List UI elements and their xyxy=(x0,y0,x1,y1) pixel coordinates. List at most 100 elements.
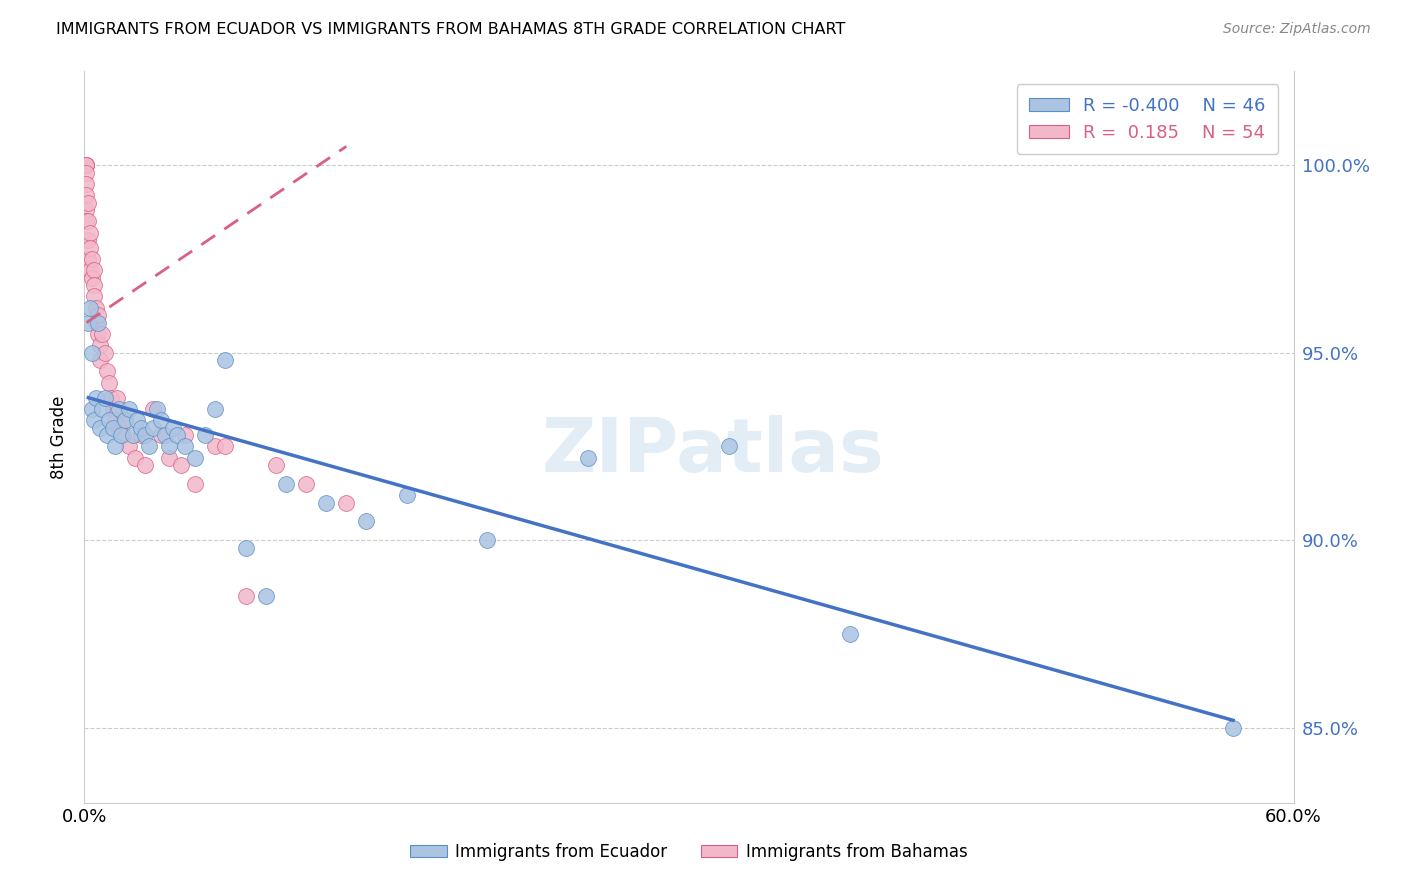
Point xyxy=(77,214,100,228)
Text: Source: ZipAtlas.com: Source: ZipAtlas.com xyxy=(1223,22,1371,37)
Point xyxy=(75,158,97,172)
Point xyxy=(107,420,129,434)
Point xyxy=(101,401,124,416)
Point xyxy=(79,263,101,277)
Point xyxy=(86,391,108,405)
Point xyxy=(124,450,146,465)
Point xyxy=(149,428,172,442)
Point xyxy=(125,413,148,427)
Point xyxy=(839,627,862,641)
Point xyxy=(157,450,180,465)
Point xyxy=(395,488,418,502)
Point xyxy=(97,413,120,427)
Point xyxy=(75,158,97,172)
Point xyxy=(129,428,152,442)
Point xyxy=(82,345,104,359)
Point xyxy=(477,533,499,548)
Point xyxy=(75,158,97,172)
Point xyxy=(214,353,236,368)
Point xyxy=(75,166,97,180)
Point xyxy=(75,203,97,218)
Point xyxy=(82,252,104,266)
Point xyxy=(96,364,118,378)
Point xyxy=(91,401,114,416)
Point xyxy=(142,401,165,416)
Point xyxy=(91,326,114,341)
Point xyxy=(153,428,176,442)
Point xyxy=(174,440,197,454)
Point xyxy=(254,590,277,604)
Point xyxy=(86,301,108,315)
Point xyxy=(204,401,226,416)
Point xyxy=(105,391,128,405)
Point xyxy=(79,226,101,240)
Text: IMMIGRANTS FROM ECUADOR VS IMMIGRANTS FROM BAHAMAS 8TH GRADE CORRELATION CHART: IMMIGRANTS FROM ECUADOR VS IMMIGRANTS FR… xyxy=(56,22,845,37)
Point xyxy=(83,413,105,427)
Point xyxy=(77,233,100,247)
Point xyxy=(235,590,257,604)
Point xyxy=(100,391,122,405)
Point xyxy=(166,428,188,442)
Point xyxy=(121,428,143,442)
Point xyxy=(114,413,136,427)
Point xyxy=(718,440,741,454)
Point xyxy=(235,541,257,555)
Point xyxy=(170,458,193,473)
Point xyxy=(87,326,110,341)
Point xyxy=(157,440,180,454)
Point xyxy=(315,496,337,510)
Point xyxy=(118,401,141,416)
Point xyxy=(87,316,110,330)
Y-axis label: 8th Grade: 8th Grade xyxy=(51,395,69,479)
Point xyxy=(77,316,100,330)
Point xyxy=(576,450,599,465)
Point xyxy=(89,353,111,368)
Point xyxy=(1222,721,1244,735)
Point xyxy=(138,440,160,454)
Point xyxy=(264,458,287,473)
Point xyxy=(82,270,104,285)
Point xyxy=(75,158,97,172)
Point xyxy=(335,496,357,510)
Point xyxy=(129,420,152,434)
Point xyxy=(75,214,97,228)
Point xyxy=(83,278,105,293)
Point xyxy=(83,289,105,303)
Point xyxy=(89,420,111,434)
Text: ZIPatlas: ZIPatlas xyxy=(541,415,884,488)
Point xyxy=(149,413,172,427)
Point xyxy=(194,428,217,442)
Point xyxy=(87,308,110,322)
Point xyxy=(93,345,115,359)
Point xyxy=(111,428,134,442)
Point xyxy=(110,428,132,442)
Point xyxy=(104,413,127,427)
Point xyxy=(107,401,129,416)
Point xyxy=(77,252,100,266)
Point xyxy=(274,477,297,491)
Point xyxy=(75,188,97,202)
Point xyxy=(89,338,111,352)
Point xyxy=(174,428,197,442)
Point xyxy=(146,401,169,416)
Legend: Immigrants from Ecuador, Immigrants from Bahamas: Immigrants from Ecuador, Immigrants from… xyxy=(404,837,974,868)
Point xyxy=(104,440,127,454)
Point xyxy=(77,195,100,210)
Point xyxy=(97,376,120,390)
Point xyxy=(114,413,136,427)
Point xyxy=(79,301,101,315)
Point xyxy=(134,458,156,473)
Point xyxy=(184,450,207,465)
Point xyxy=(142,420,165,434)
Point xyxy=(118,440,141,454)
Point xyxy=(86,316,108,330)
Point xyxy=(295,477,318,491)
Point xyxy=(82,401,104,416)
Point xyxy=(214,440,236,454)
Point xyxy=(356,515,378,529)
Point xyxy=(83,263,105,277)
Point xyxy=(75,177,97,191)
Point xyxy=(79,241,101,255)
Point xyxy=(162,420,184,434)
Point xyxy=(93,391,115,405)
